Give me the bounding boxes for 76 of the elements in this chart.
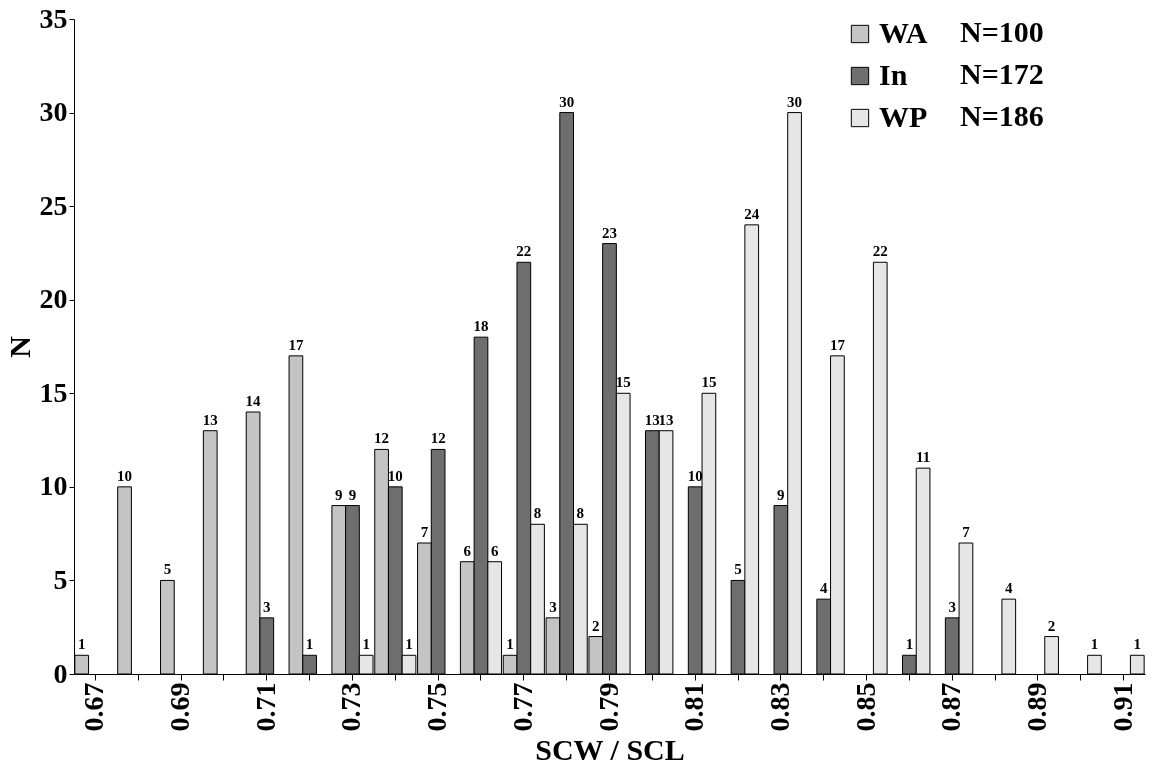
data-label: 2: [1047, 617, 1056, 634]
legend-label: WA: [879, 16, 928, 49]
x-tick-label: 0.87: [935, 682, 967, 732]
data-label: 1: [405, 636, 413, 653]
data-label: 7: [962, 524, 971, 540]
data-label: 11: [916, 449, 931, 466]
annotation: N=100: [960, 15, 1044, 48]
data-label: 18: [473, 318, 489, 335]
y-tick-label: 0: [53, 657, 68, 689]
data-label: 4: [1005, 580, 1014, 597]
x-tick-label: 0.75: [421, 682, 453, 732]
data-label: 8: [576, 505, 585, 522]
x-axis-title: SCW / SCL: [535, 732, 685, 766]
data-label: 10: [117, 467, 133, 484]
data-label: 22: [516, 243, 532, 260]
data-label: 3: [948, 598, 956, 615]
data-label: 3: [263, 598, 271, 615]
data-label: 24: [744, 205, 760, 222]
data-label: 30: [787, 93, 803, 110]
legend-label: WP: [879, 100, 928, 133]
data-label: 1: [77, 636, 86, 653]
data-label: 1: [1133, 636, 1142, 653]
y-tick-label: 15: [39, 376, 68, 408]
x-tick-label: 0.77: [506, 682, 538, 732]
data-label: 23: [602, 224, 617, 241]
data-label: 17: [288, 336, 304, 353]
x-tick-label: 0.67: [78, 682, 110, 732]
data-label: 5: [163, 561, 172, 578]
annotation: N=186: [960, 99, 1044, 132]
data-label: 9: [777, 486, 785, 503]
y-tick-label: 10: [39, 470, 68, 502]
data-label: 17: [829, 336, 846, 353]
data-label: 22: [872, 243, 888, 260]
data-label: 9: [348, 486, 357, 503]
data-label: 1: [362, 636, 370, 653]
data-label: 6: [463, 542, 472, 559]
data-label: 1: [305, 636, 314, 653]
data-label: 7: [420, 524, 429, 540]
legend-label: In: [879, 58, 908, 91]
data-label: 10: [387, 467, 403, 484]
x-tick-label: 0.85: [849, 682, 881, 732]
y-tick-label: 35: [39, 2, 68, 34]
x-tick-label: 0.79: [592, 682, 624, 732]
data-label: 15: [615, 374, 631, 391]
x-tick-label: 0.71: [249, 682, 281, 732]
data-label: 13: [644, 411, 660, 428]
data-label: 12: [430, 430, 446, 447]
data-label: 30: [559, 93, 575, 110]
data-label: 6: [490, 542, 499, 559]
data-label: 5: [734, 561, 742, 578]
data-label: 13: [658, 411, 674, 428]
data-label: 2: [592, 617, 600, 634]
y-tick-label: 5: [53, 563, 68, 595]
data-label: 4: [819, 580, 828, 597]
data-label: 8: [533, 505, 542, 522]
x-tick-label: 0.69: [164, 682, 196, 732]
data-label: 3: [549, 598, 557, 615]
data-label: 9: [335, 486, 343, 503]
x-tick-label: 0.89: [1020, 682, 1052, 732]
y-tick-label: 30: [39, 96, 68, 128]
y-tick-label: 25: [39, 189, 68, 221]
annotation: N=172: [960, 57, 1044, 90]
x-tick-label: 0.73: [335, 682, 367, 732]
data-label: 1: [1090, 636, 1099, 653]
x-tick-label: 0.83: [763, 682, 795, 732]
data-label: 1: [905, 636, 914, 653]
data-label: 13: [202, 411, 218, 428]
y-axis-title: N: [2, 335, 36, 358]
data-label: 15: [701, 374, 717, 391]
x-tick-label: 0.81: [678, 682, 710, 732]
data-label: 12: [374, 430, 390, 447]
data-label: 10: [687, 467, 703, 484]
data-label: 1: [506, 636, 514, 653]
x-tick-label: 0.91: [1106, 682, 1138, 732]
data-label: 14: [245, 393, 262, 409]
y-tick-label: 20: [39, 283, 68, 315]
